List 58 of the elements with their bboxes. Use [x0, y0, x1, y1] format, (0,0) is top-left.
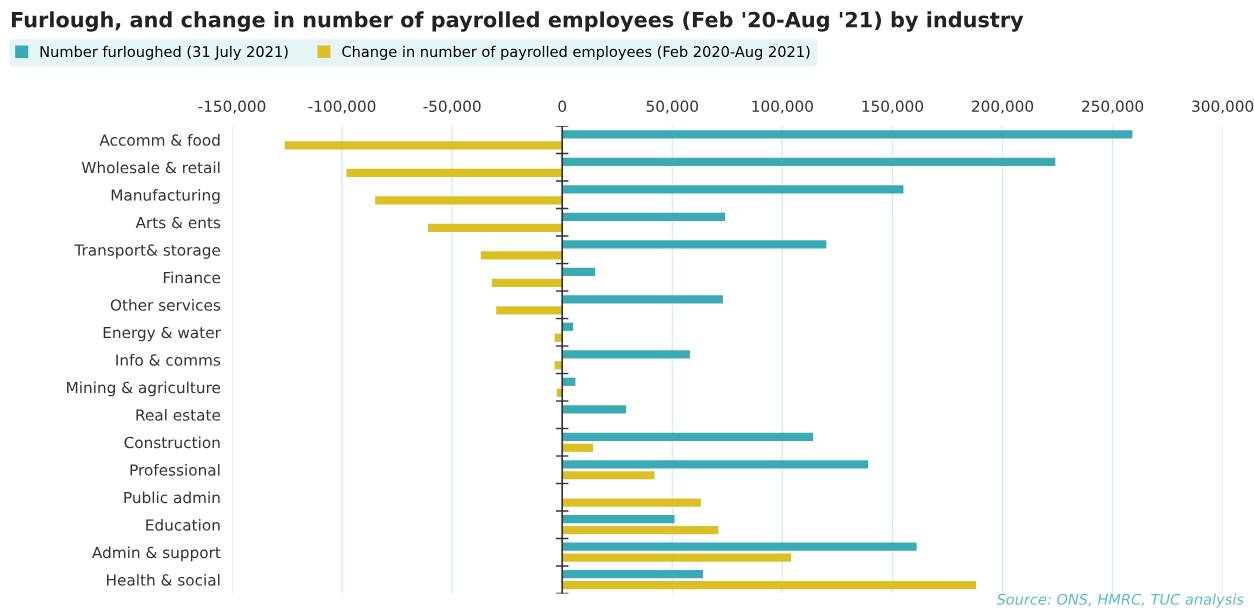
bar: [427, 223, 563, 232]
bar: [284, 141, 563, 150]
legend-label: Change in number of payrolled employees (Feb 2020-Aug 2021): [342, 45, 810, 60]
y-tick-label: Public admin: [124, 491, 220, 504]
y-tick-label: Construction: [124, 436, 220, 449]
y-tick-label: Manufacturing: [111, 189, 220, 204]
chart-title: Furlough, and change in number of payrolled employees (Feb '20-Aug '21) by industry: [11, 11, 1024, 32]
y-tick-label: Accomm & food: [99, 134, 220, 146]
bar: [562, 542, 917, 551]
x-tick-label: 50,000: [646, 100, 698, 114]
bar: [562, 240, 827, 249]
source-note: Source: ONS, HMRC, TUC analysis: [996, 593, 1244, 608]
bar: [562, 553, 792, 562]
bar: [562, 515, 675, 524]
bar: [562, 498, 701, 507]
bar: [562, 471, 655, 480]
x-tick-label: -150,000: [198, 100, 266, 114]
x-tick-label: 100,000: [752, 100, 813, 114]
y-tick-label: Transport& storage: [74, 244, 221, 259]
y-tick-label: Admin & support: [92, 546, 221, 562]
bar: [491, 278, 563, 287]
x-tick-label: 150,000: [862, 100, 923, 114]
bar: [480, 251, 563, 260]
y-tick-label: Wholesale & retail: [81, 161, 220, 174]
y-tick-label: Energy & water: [103, 326, 221, 342]
y-tick-label: Mining & agriculture: [67, 381, 221, 397]
bar: [562, 443, 594, 452]
bar: [562, 405, 627, 414]
bar: [496, 306, 563, 315]
y-tick-label: Arts & ents: [135, 216, 221, 229]
y-tick-label: Education: [146, 518, 220, 531]
bar: [562, 212, 726, 221]
x-tick-label: 0: [558, 100, 567, 112]
y-tick-label: Other services: [110, 298, 221, 311]
y-tick-label: Health & social: [107, 573, 220, 586]
x-tick-label: 200,000: [972, 100, 1034, 114]
bar: [562, 526, 719, 535]
bar: [346, 168, 563, 177]
bar: [562, 570, 704, 579]
bar: [562, 460, 869, 469]
y-tick-label: Professional: [130, 463, 220, 476]
y-tick-label: Finance: [163, 271, 221, 284]
bar: [562, 157, 1056, 166]
x-tick-label: 300,000: [1192, 100, 1254, 114]
bar: [562, 267, 596, 276]
bar: [562, 185, 904, 194]
y-tick-label: Info & comms: [116, 353, 221, 366]
bar: [562, 432, 814, 441]
legend-label: Number furloughed (31 July 2021): [40, 45, 288, 60]
bar: [562, 350, 690, 359]
x-tick-label: 250,000: [1082, 100, 1144, 114]
y-tick-label: Real estate: [136, 408, 221, 421]
bar: [562, 295, 723, 304]
x-tick-label: -50,000: [423, 100, 481, 114]
bar: [562, 130, 1133, 139]
x-tick-label: -100,000: [308, 100, 376, 114]
bar: [375, 196, 563, 205]
bar: [562, 581, 977, 590]
